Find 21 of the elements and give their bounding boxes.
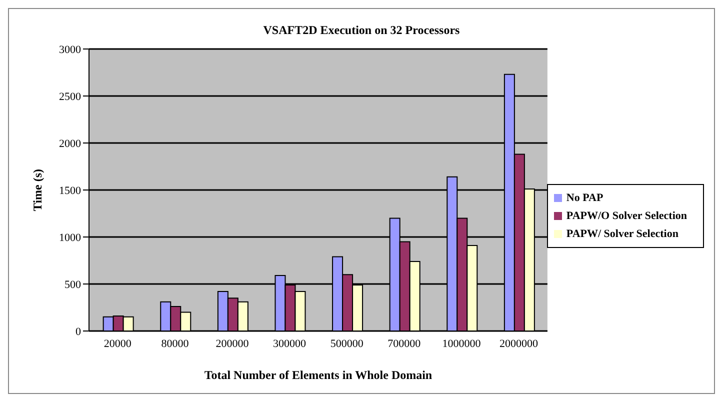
x-tick-label: 200000: [216, 338, 250, 350]
legend-label: No PAP: [566, 192, 604, 204]
y-tick-label: 1000: [59, 232, 82, 244]
y-tick-label: 0: [76, 326, 82, 338]
y-tick-label: 3000: [59, 44, 82, 56]
y-tick-label: 1500: [59, 184, 82, 197]
chart-title: VSAFT2D Execution on 32 Processors: [262, 23, 461, 39]
y-tick-label: 500: [64, 278, 82, 291]
legend-label: PAPW/O Solver Selection: [566, 210, 687, 222]
y-axis-title: Time (s): [30, 168, 44, 212]
legend-label: PAPW/ Solver Selection: [566, 228, 678, 240]
y-tick-label: 2000: [59, 138, 82, 150]
x-tick-label: 1000000: [442, 338, 482, 350]
x-tick-label: 20000: [104, 338, 132, 350]
x-tick-label: 300000: [273, 338, 307, 350]
x-axis-title: Total Number of Elements in Whole Domain: [204, 368, 432, 382]
x-tick-label: 80000: [161, 338, 190, 350]
x-tick-label: 2000000: [500, 338, 539, 350]
x-tick-label: 500000: [330, 338, 364, 350]
y-tick-label: 2500: [59, 90, 82, 103]
x-tick-label: 700000: [388, 338, 422, 350]
